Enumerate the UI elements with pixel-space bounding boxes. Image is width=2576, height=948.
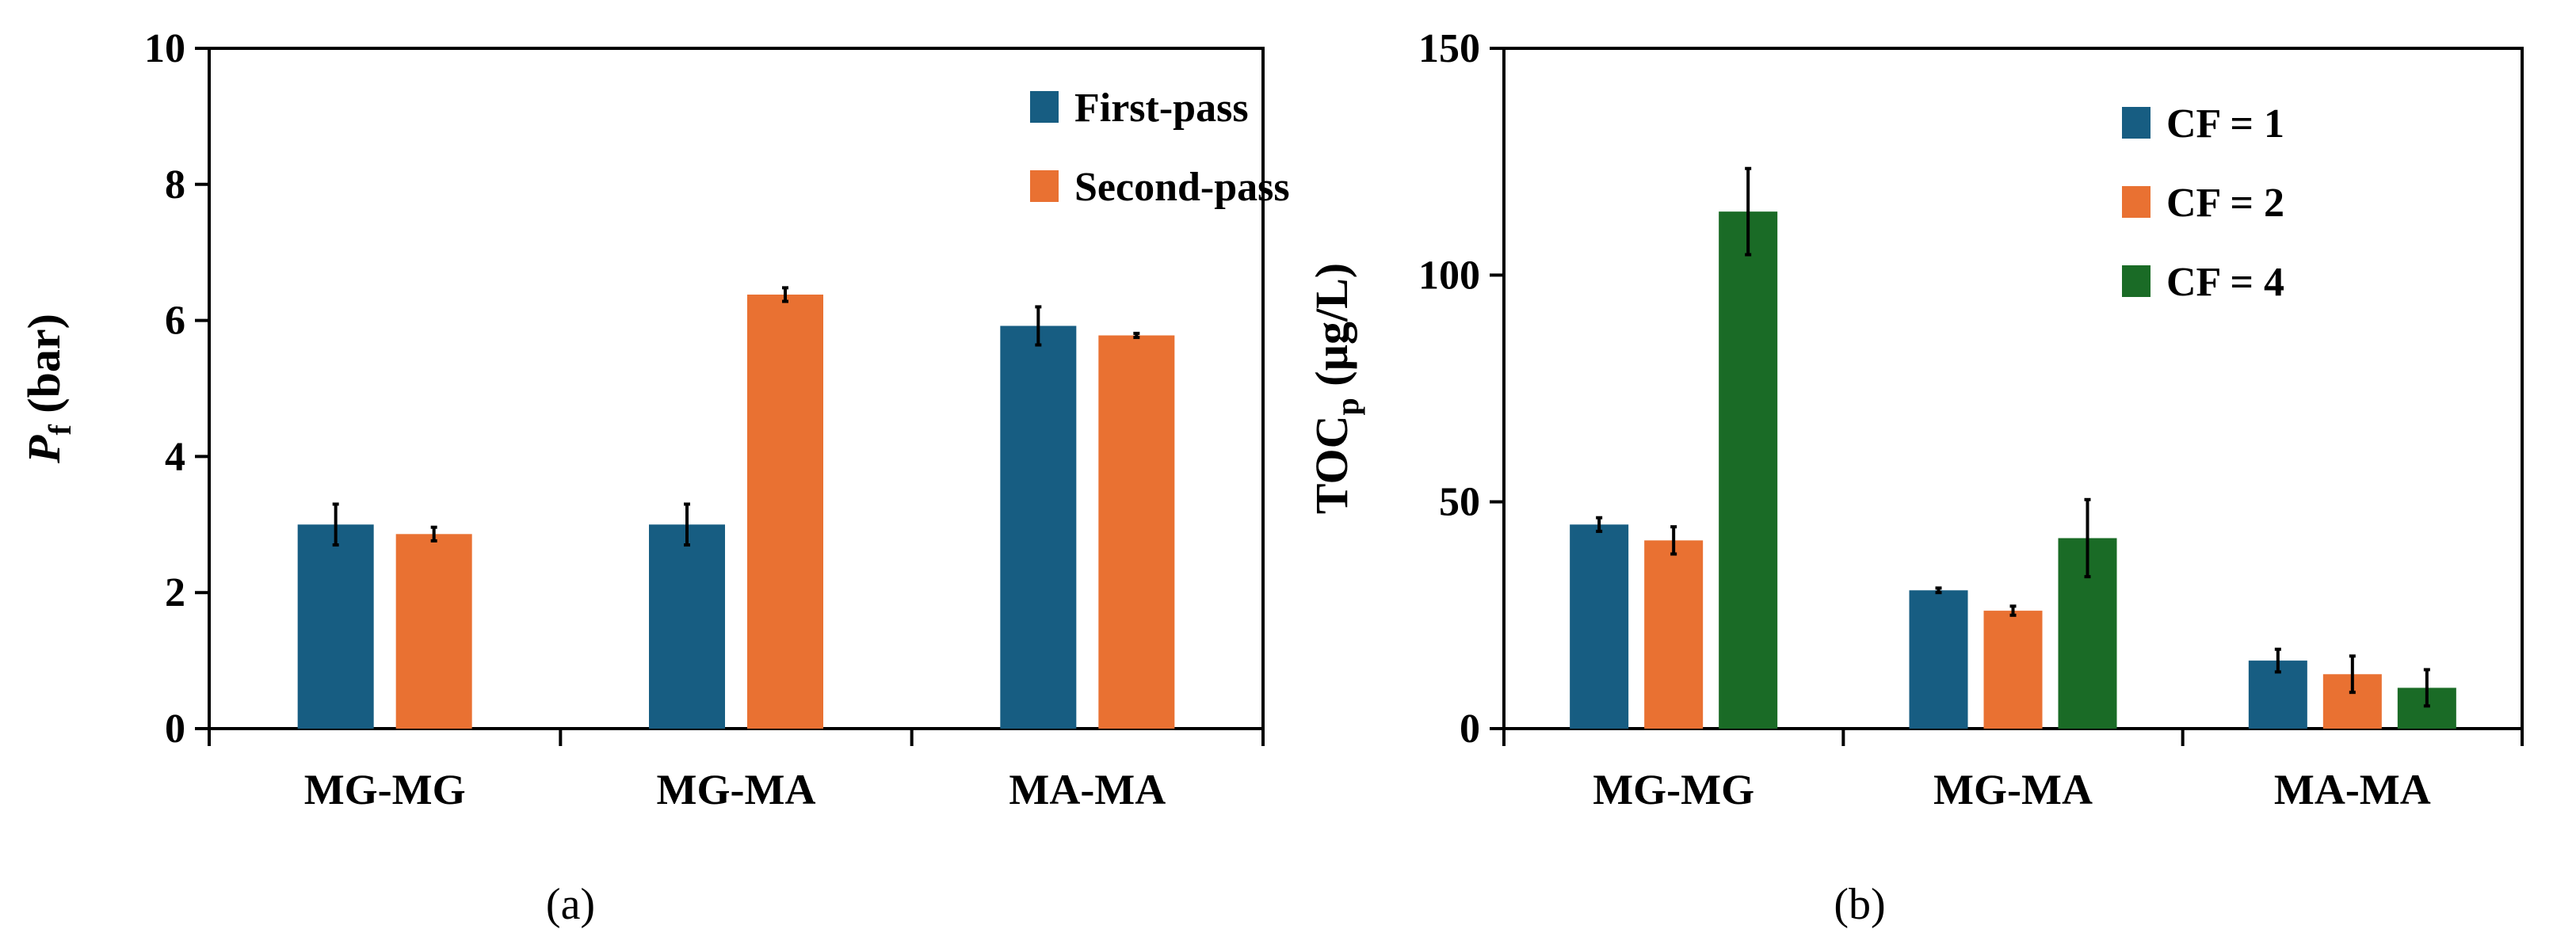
y-axis-label-unit: (bar) — [18, 314, 70, 425]
bar-cf-2-mg-mg — [1644, 540, 1704, 729]
legend-label: CF = 2 — [2166, 181, 2284, 226]
y-axis-label-subscript: p — [1330, 398, 1365, 415]
panel-label: (b) — [1834, 880, 1885, 929]
y-tick-label: 4 — [165, 434, 185, 479]
legend-label: First-pass — [1074, 86, 1249, 131]
error-bar — [1035, 305, 1042, 347]
bar-cf-2-mg-ma — [1983, 611, 2043, 729]
y-axis-label-main: P — [18, 435, 70, 464]
error-bar — [2349, 654, 2356, 695]
y-tick-label: 50 — [1439, 480, 1480, 525]
legend-label: CF = 1 — [2166, 101, 2284, 147]
error-bar — [2274, 647, 2281, 674]
legend-swatch — [1030, 91, 1059, 123]
bar-cf-1-mg-mg — [1570, 524, 1629, 729]
error-bar — [1133, 331, 1140, 340]
legend-swatch — [1030, 170, 1059, 202]
legend: CF = 1 CF = 2 CF = 4 — [2122, 101, 2284, 305]
y-axis-label-main: TOC — [1306, 415, 1357, 514]
y-axis-label-unit: (µg/L) — [1306, 263, 1357, 398]
x-category-label: MG-MA — [1933, 766, 2093, 813]
x-category-label: MG-MA — [657, 766, 816, 813]
bar-first-pass-ma-ma — [1000, 326, 1077, 729]
legend-label: CF = 4 — [2166, 260, 2284, 305]
y-axis-label: TOCp (µg/L) — [1306, 263, 1365, 514]
error-bar — [1596, 516, 1603, 533]
legend-swatch — [2122, 107, 2150, 139]
error-bar — [1935, 586, 1942, 595]
y-axis-label-subscript: f — [42, 425, 78, 436]
chart-panel-a: 0 2 4 6 8 10 MG-MG MG-MA MA-MA First-pass Second-p… — [18, 26, 1290, 929]
error-bar — [2009, 604, 2017, 617]
error-bar — [1745, 166, 1752, 257]
y-tick-label: 150 — [1418, 26, 1480, 71]
y-axis-label: Pf (bar) — [18, 314, 78, 464]
plot-frame — [208, 47, 1265, 730]
y-tick-label: 6 — [165, 299, 185, 344]
y-tick-label: 0 — [165, 706, 185, 752]
x-category-label: MG-MG — [304, 766, 466, 813]
bar-second-pass-ma-ma — [1098, 335, 1175, 729]
bar-second-pass-mg-ma — [747, 294, 823, 729]
error-bar — [430, 525, 437, 543]
legend: First-pass Second-pass — [1030, 86, 1290, 210]
y-tick-label: 10 — [144, 26, 185, 71]
y-tick-label: 0 — [1460, 706, 1480, 752]
x-category-label: MA-MA — [2274, 766, 2431, 813]
error-bar — [2423, 668, 2430, 708]
legend-swatch — [2122, 186, 2150, 218]
bar-second-pass-mg-mg — [395, 534, 472, 729]
error-bar — [782, 286, 788, 303]
error-bar — [1670, 525, 1677, 556]
error-bar — [332, 502, 339, 547]
y-tick-label: 8 — [165, 162, 185, 207]
x-category-label: MA-MA — [1009, 766, 1166, 813]
error-bar — [2084, 497, 2091, 579]
error-bar — [684, 502, 690, 547]
bar-cf-4-mg-mg — [1719, 211, 1778, 729]
x-category-label: MG-MG — [1593, 766, 1754, 813]
legend-swatch — [2122, 265, 2150, 297]
bar-cf-1-mg-ma — [1909, 590, 1968, 729]
y-tick-label: 2 — [165, 570, 185, 615]
bar-first-pass-mg-ma — [649, 524, 725, 729]
y-tick-label: 100 — [1418, 253, 1480, 298]
panel-label: (a) — [546, 880, 595, 929]
legend-label: Second-pass — [1074, 165, 1290, 210]
bar-first-pass-mg-mg — [297, 524, 374, 729]
